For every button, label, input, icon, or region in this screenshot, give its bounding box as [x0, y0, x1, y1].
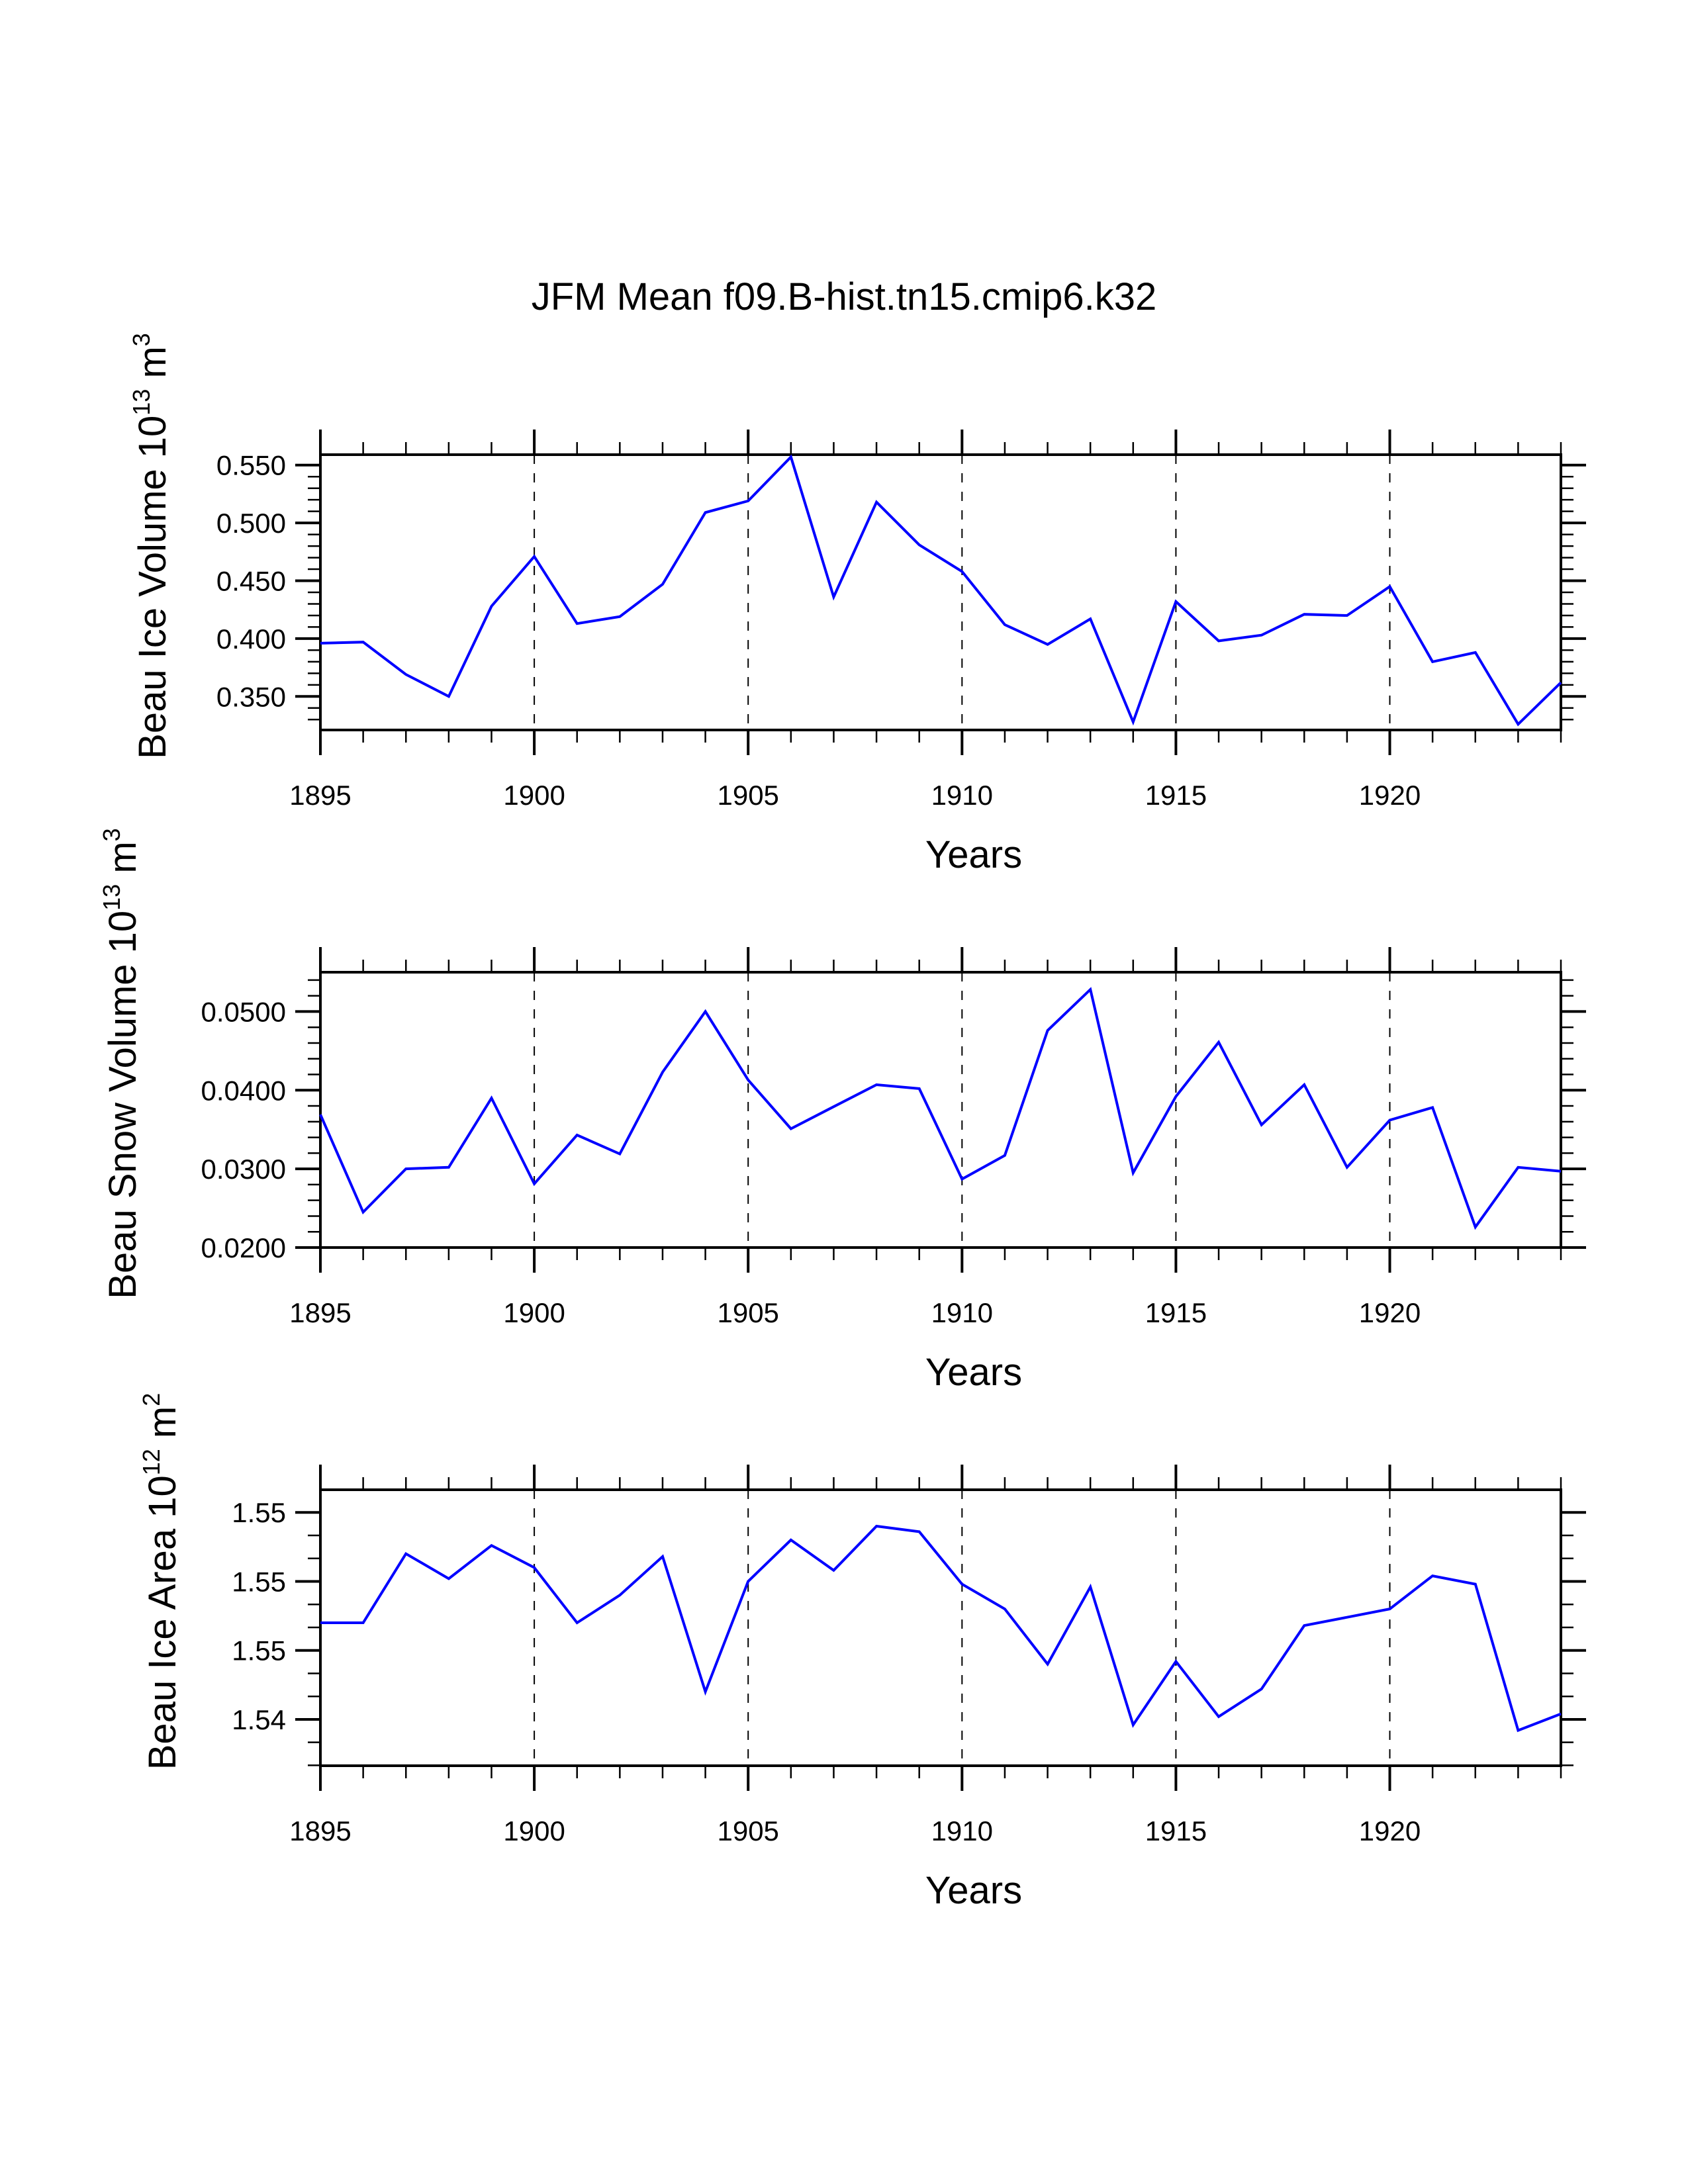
x-tick-label: 1920 — [1359, 780, 1421, 811]
y-tick-label: 0.450 — [216, 566, 286, 597]
y-axis-label-text: m — [131, 346, 174, 388]
y-axis-label: Beau Ice Area 1012 m2 — [138, 1393, 184, 1770]
y-axis-label-exponent: 12 — [138, 1449, 165, 1475]
x-tick-label: 1895 — [289, 1297, 351, 1328]
y-tick-label: 0.350 — [216, 681, 286, 712]
y-axis-label-text: m — [101, 841, 144, 884]
y-tick-label: 0.0500 — [201, 996, 286, 1027]
panel-3: 1.55 1.55 1.55 1.54 1895 1900 1905 1910 1915 1920… — [138, 1393, 1586, 1912]
plot-frame — [319, 453, 1562, 731]
x-tick-label: 1905 — [717, 1297, 778, 1328]
panels: 0.550 0.500 0.450 0.400 0.350 1895 1900 1905 191… — [98, 333, 1586, 1912]
x-tick-label: 1920 — [1359, 1297, 1421, 1328]
x-tick-label: 1895 — [289, 1815, 351, 1846]
x-tick-label: 1905 — [717, 1815, 778, 1846]
y-axis-label-text: m — [141, 1406, 184, 1449]
y-tick-label: 0.0200 — [201, 1232, 286, 1263]
y-tick-label: 0.550 — [216, 450, 286, 481]
x-tick-label: 1895 — [289, 780, 351, 811]
x-axis-label: Years — [925, 1351, 1022, 1394]
x-tick-label: 1900 — [503, 1297, 565, 1328]
y-axis-label-text: Beau Ice Volume 10 — [131, 416, 174, 759]
y-axis-label-exponent: 3 — [128, 333, 155, 346]
panel-1: 0.550 0.500 0.450 0.400 0.350 1895 1900 1905 191… — [128, 333, 1586, 876]
x-axis-label: Years — [925, 833, 1022, 876]
y-axis-label-exponent: 3 — [98, 828, 125, 841]
y-tick-label: 1.54 — [232, 1704, 286, 1735]
y-axis-label: Beau Ice Volume 1013 m3 — [128, 333, 174, 759]
x-tick-label: 1900 — [503, 780, 565, 811]
y-tick-label: 0.500 — [216, 508, 286, 539]
series-line-beau-ice-area — [320, 1524, 1562, 1733]
y-axis-label-text: Beau Snow Volume 10 — [101, 911, 144, 1299]
y-tick-label: 0.400 — [216, 623, 286, 655]
y-axis-label-exponent: 13 — [128, 389, 155, 416]
x-tick-label: 1900 — [503, 1815, 565, 1846]
x-tick-label: 1910 — [931, 1815, 993, 1846]
x-tick-label: 1905 — [717, 780, 778, 811]
y-tick-label: 1.55 — [232, 1635, 286, 1666]
panel-2: 0.0500 0.0400 0.0300 0.0200 1895 1900 1905 1910… — [98, 828, 1586, 1394]
series-line-beau-ice-volume — [320, 454, 1562, 727]
x-tick-label: 1915 — [1145, 1297, 1207, 1328]
y-tick-label: 0.0300 — [201, 1154, 286, 1185]
y-tick-label: 0.0400 — [201, 1075, 286, 1106]
series-line-beau-snow-volume — [319, 987, 1562, 1230]
y-axis-label-exponent: 13 — [98, 884, 125, 911]
x-tick-label: 1915 — [1145, 1815, 1207, 1846]
y-axis-label-text: Beau Ice Area 10 — [141, 1475, 184, 1770]
x-tick-label: 1920 — [1359, 1815, 1421, 1846]
y-tick-label: 1.55 — [232, 1497, 286, 1528]
x-tick-label: 1910 — [931, 1297, 993, 1328]
x-tick-label: 1910 — [931, 780, 993, 811]
y-tick-label: 1.55 — [232, 1566, 286, 1597]
plot-frame — [319, 1488, 1562, 1767]
y-axis-label-exponent: 2 — [138, 1393, 165, 1406]
x-tick-label: 1915 — [1145, 780, 1207, 811]
chart-title: JFM Mean f09.B-hist.tn15.cmip6.k32 — [532, 275, 1157, 318]
plot-frame — [319, 971, 1562, 1249]
x-axis-label: Years — [925, 1869, 1022, 1912]
y-axis-label: Beau Snow Volume 1013 m3 — [98, 828, 144, 1298]
